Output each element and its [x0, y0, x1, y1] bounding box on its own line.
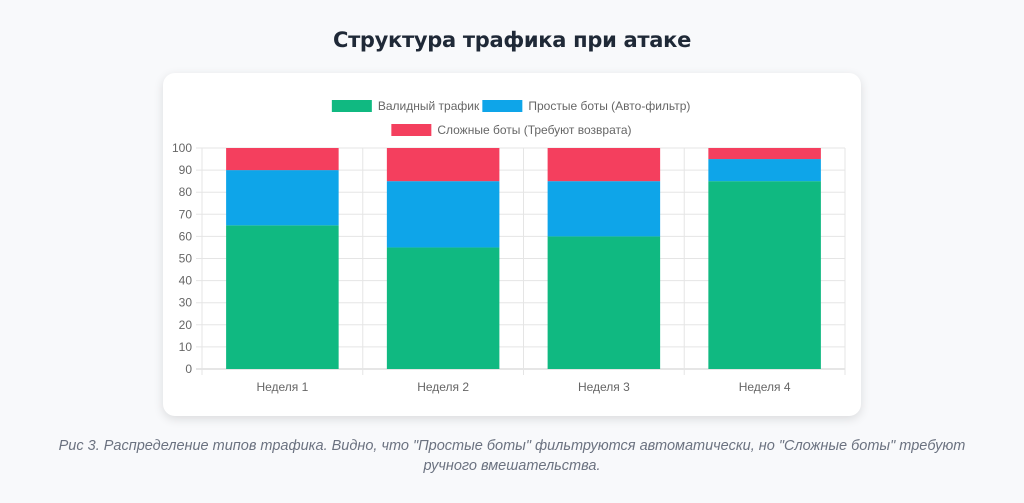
legend-label: Сложные боты (Требуют возврата) — [437, 123, 631, 137]
bar-segment-2 — [547, 181, 661, 237]
y-tick-label: 0 — [185, 362, 192, 376]
x-tick-label: Неделя 1 — [256, 380, 308, 394]
y-tick-label: 20 — [179, 318, 193, 332]
legend-swatch-1 — [331, 100, 372, 112]
figure-caption: Рис 3. Распределение типов трафика. Видн… — [58, 438, 966, 474]
bar-segment-1 — [708, 181, 821, 369]
bar-segment-2 — [226, 170, 339, 226]
legend-swatch-3 — [391, 124, 432, 136]
y-tick-label: 80 — [179, 185, 193, 199]
bar-segment-1 — [547, 236, 661, 369]
legend-swatch-2 — [482, 100, 523, 112]
x-tick-label: Неделя 4 — [739, 380, 791, 394]
bar-segment-3 — [386, 148, 500, 182]
y-tick-label: 70 — [179, 207, 193, 221]
bar-segment-1 — [226, 225, 339, 369]
x-tick-label: Неделя 3 — [578, 380, 630, 394]
y-tick-label: 90 — [179, 163, 193, 177]
y-tick-label: 30 — [179, 296, 193, 310]
bar-segment-3 — [547, 148, 661, 182]
bar-segment-3 — [708, 148, 821, 160]
y-tick-label: 60 — [179, 229, 193, 243]
x-tick-label: Неделя 2 — [417, 380, 469, 394]
bar-segment-3 — [226, 148, 339, 171]
legend-label: Валидный трафик — [378, 99, 480, 113]
stacked-bar-chart: 0 10 20 30 40 50 60 70 80 90 100 Неделя 1 Неделя 2 Не… — [172, 99, 846, 394]
y-tick-label: 40 — [179, 274, 193, 288]
y-tick-label: 100 — [172, 141, 192, 155]
y-tick-label: 50 — [179, 252, 193, 266]
bar-segment-2 — [708, 159, 821, 182]
page-title: Структура трафика при атаке — [332, 28, 692, 52]
bar-segment-2 — [386, 181, 500, 248]
y-tick-label: 10 — [179, 340, 193, 354]
bar-segment-1 — [386, 247, 500, 369]
legend-label: Простые боты (Авто-фильтр) — [528, 99, 690, 113]
chart-card: 0 10 20 30 40 50 60 70 80 90 100 Неделя 1 Неделя 2 Не… — [163, 73, 861, 416]
